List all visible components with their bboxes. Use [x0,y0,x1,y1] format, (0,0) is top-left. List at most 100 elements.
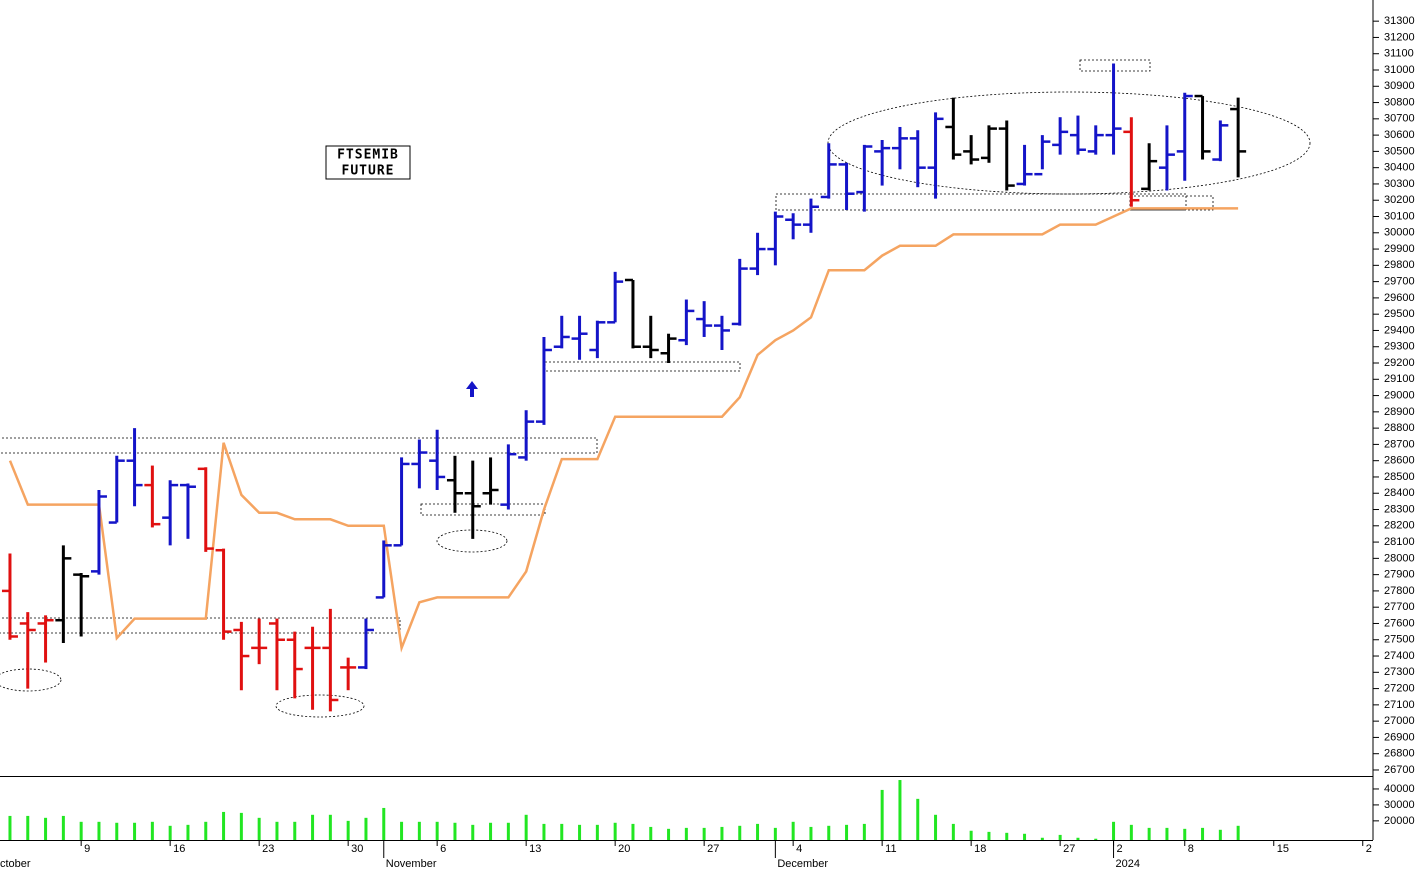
y-tick-label: 28400 [1384,487,1415,499]
label: FUTURE [342,164,395,179]
y-tick-label: 29500 [1384,308,1415,320]
y-tick-label: 30300 [1384,178,1415,190]
volume-bar [1023,833,1027,840]
volume-bar [1218,829,1222,840]
y-tick-label: 30500 [1384,145,1415,157]
volume-bar [293,821,297,840]
y-tick-label: 28100 [1384,536,1415,548]
y-tick-label: 29800 [1384,259,1415,271]
y-tick-label: 29700 [1384,276,1415,288]
volume-bar [382,807,386,840]
y-tick-label: 30000 [1384,227,1415,239]
box [544,361,741,372]
volume-bar [951,823,955,840]
volume-bar [115,822,119,840]
volume-bar [595,824,599,840]
box [775,193,1187,211]
x-tick-label: 11 [885,843,896,855]
x-tick-label: 6 [440,843,446,855]
volume-bar [1147,827,1151,840]
x-tick-label: 30 [351,843,363,855]
y-tick-label: 28800 [1384,422,1415,434]
volume-bar [1094,838,1098,840]
x-tick-label: 23 [262,843,274,855]
volume-bar [61,815,65,840]
y-tick-label: 31000 [1384,64,1415,76]
volume-bar [44,817,48,840]
y-tick-label: 28600 [1384,455,1415,467]
x-tick-label: 27 [1063,843,1075,855]
box [0,437,598,454]
volume-bar [809,826,813,840]
volume-bar [133,822,137,840]
month-label: December [777,858,828,870]
y-tick-label: 29100 [1384,373,1415,385]
x-tick-label: 13 [529,843,541,855]
volume-bar [506,822,510,840]
ellipse [275,694,365,718]
volume-bar [613,822,617,840]
y-tick-label: 28700 [1384,438,1415,450]
volume-bar [311,814,315,840]
y-tick-label: 27900 [1384,569,1415,581]
volume-bar [649,826,653,840]
volume-bar [898,780,902,840]
volume-bar [738,825,742,840]
y-tick-label: 40000 [1384,783,1415,795]
arrow [466,381,478,397]
volume-bar [471,824,475,840]
volume-bar [168,825,172,840]
box [1129,195,1214,211]
volume-bar [150,821,154,840]
x-tick-label: 9 [84,843,90,855]
y-tick-label: 26900 [1384,731,1415,743]
volume-bar [275,821,279,840]
y-tick-label: 27100 [1384,699,1415,711]
y-tick-label: 27300 [1384,666,1415,678]
volume-bar [222,811,226,840]
label-box [325,145,411,180]
y-tick-label: 30900 [1384,80,1415,92]
y-tick-label: 29600 [1384,292,1415,304]
volume-bar [1076,837,1080,840]
volume-bar [1201,827,1205,840]
volume-bar [880,789,884,840]
month-label: ctober [0,858,31,870]
y-tick-label: 29200 [1384,357,1415,369]
x-tick-label: 2 [1117,843,1123,855]
x-tick-label: 4 [796,843,802,855]
volume-bar [631,823,635,840]
x-tick-label: 20 [618,843,630,855]
volume-bar [97,821,101,840]
volume-bar [8,815,12,840]
y-tick-label: 27800 [1384,585,1415,597]
y-tick-label: 30100 [1384,210,1415,222]
annotations: FTSEMIB FUTURE [0,59,1311,718]
y-tick-label: 27200 [1384,682,1415,694]
y-tick-label: 30400 [1384,162,1415,174]
y-tick-label: 31100 [1384,48,1414,60]
x-tick-label: 16 [173,843,185,855]
volume-bar [684,827,688,840]
volume-bar [827,825,831,840]
volume-bar [79,821,83,840]
volume-bar [186,824,190,840]
month-label: November [386,858,437,870]
y-tick-label: 29300 [1384,341,1415,353]
y-tick-label: 30600 [1384,129,1415,141]
volume-bar [239,812,243,840]
y-tick-label: 27600 [1384,617,1415,629]
y-tick-label: 28300 [1384,503,1415,515]
y-tick-label: 30800 [1384,96,1415,108]
volume-bar [542,823,546,840]
y-tick-label: 29400 [1384,324,1415,336]
y-tick-label: 30700 [1384,113,1415,125]
volume-bar [26,815,30,840]
y-tick-label: 26800 [1384,748,1415,760]
volume-bar [667,828,671,840]
volume-bar [1040,837,1044,840]
ellipse [0,668,62,692]
x-tick-label: 18 [974,843,986,855]
ellipse [436,529,508,553]
